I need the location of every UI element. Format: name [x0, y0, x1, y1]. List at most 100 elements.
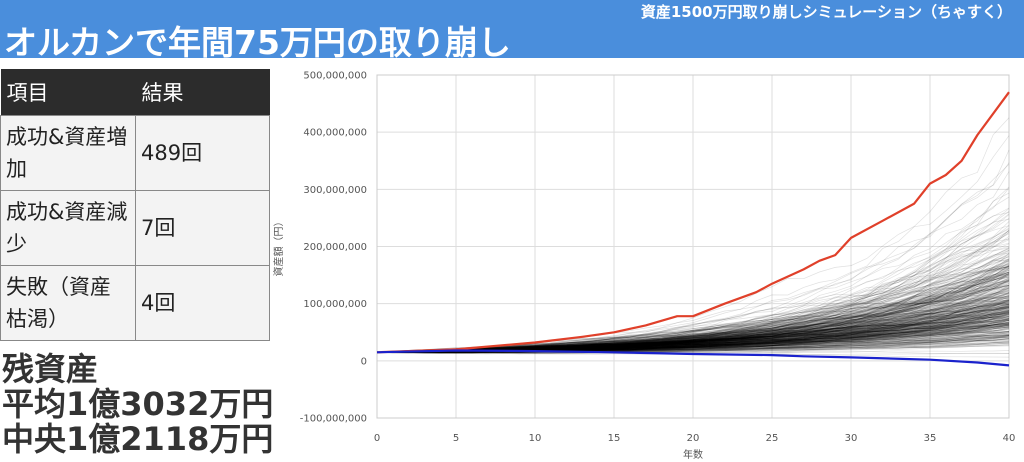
row-value-failure: 4回	[135, 265, 270, 341]
simulation-path	[377, 283, 1010, 353]
simulation-path	[376, 271, 1010, 353]
simulation-path	[376, 257, 1010, 353]
simulation-chart: -100,000,000 0 100,000,000 200,000,000 300,0…	[272, 71, 1015, 462]
y-tick-label: 400,000,000	[303, 128, 367, 139]
simulation-path	[377, 311, 1010, 353]
simulation-path	[376, 342, 1010, 354]
simulation-path	[376, 255, 1010, 353]
simulation-path	[376, 321, 1010, 354]
simulation-path	[376, 335, 1010, 354]
simulation-path	[376, 338, 1010, 353]
simulation-path	[376, 304, 1010, 353]
simulation-path	[376, 325, 1010, 353]
simulation-path	[376, 232, 1010, 353]
simulation-path	[376, 334, 1010, 353]
simulation-path	[376, 259, 1010, 353]
simulation-path	[377, 272, 1010, 353]
simulation-path	[376, 327, 1010, 354]
simulation-path	[376, 233, 1010, 353]
simulation-path	[376, 342, 1010, 354]
simulation-path	[376, 305, 1010, 353]
simulation-path	[376, 340, 1010, 354]
simulation-path	[376, 212, 1010, 353]
simulation-path	[376, 255, 1010, 353]
simulation-path	[376, 276, 1010, 353]
simulation-path	[376, 264, 1010, 353]
x-tick-label: 0	[374, 433, 380, 444]
row-value-success-decrease: 7回	[135, 190, 270, 266]
simulation-path	[376, 301, 1010, 353]
row-label-success-decrease: 成功&資産減少	[0, 190, 136, 266]
table-header-item: 項目	[0, 69, 136, 116]
remaining-assets-summary: 残資産 平均1億3032万円 中央1億2118万円	[2, 352, 273, 457]
simulation-path	[376, 280, 1010, 353]
simulation-path	[376, 273, 1010, 353]
simulation-path	[377, 117, 1010, 353]
simulation-path	[376, 312, 1010, 354]
simulation-path	[376, 186, 1010, 353]
table-row: 失敗（資産枯渇） 4回	[0, 265, 270, 341]
simulation-path	[376, 350, 1010, 354]
simulation-path	[376, 263, 1010, 353]
simulation-path	[376, 230, 1010, 353]
plot-border	[376, 74, 1010, 419]
simulation-path	[376, 313, 1010, 353]
simulation-path	[376, 259, 1010, 353]
simulation-path	[376, 265, 1010, 353]
simulation-path	[376, 250, 1010, 353]
simulation-path	[376, 292, 1010, 353]
simulation-path	[376, 339, 1009, 354]
simulation-path	[376, 337, 1010, 353]
simulation-path	[376, 287, 1010, 354]
simulation-path	[376, 332, 1010, 353]
chart-grid	[376, 74, 1010, 419]
simulation-path	[376, 304, 1010, 353]
simulation-path	[376, 273, 1010, 353]
simulation-path	[376, 306, 1010, 353]
simulation-path	[376, 271, 1010, 353]
simulation-path	[376, 342, 1010, 354]
simulation-path	[376, 248, 1010, 353]
simulation-path	[376, 336, 1010, 353]
simulation-path	[376, 243, 1010, 353]
x-tick-label: 25	[766, 433, 779, 444]
simulation-path	[376, 309, 1010, 353]
simulation-path	[376, 298, 1010, 353]
simulation-path	[376, 309, 1010, 354]
simulation-path	[377, 325, 1010, 353]
simulation-path	[376, 225, 1010, 353]
highlight-series	[376, 91, 1010, 367]
simulation-path	[376, 273, 1010, 353]
simulation-path	[376, 283, 1010, 353]
simulation-path	[376, 267, 1010, 353]
simulation-path	[376, 340, 1010, 355]
y-axis-label: 資産額（円）	[272, 217, 285, 277]
x-tick-label: 15	[608, 433, 621, 444]
simulation-path	[376, 313, 1010, 354]
simulation-path	[376, 284, 1010, 353]
simulation-path	[376, 339, 1010, 354]
simulation-path	[376, 286, 1010, 353]
simulation-path	[376, 336, 1010, 353]
simulation-path	[376, 338, 1010, 353]
simulation-path	[376, 299, 1010, 353]
simulation-path	[376, 306, 1010, 353]
simulation-path	[376, 306, 1010, 353]
simulation-path	[376, 316, 1010, 354]
simulation-path	[376, 265, 1010, 353]
simulation-path	[376, 258, 1010, 353]
simulation-path	[376, 345, 1010, 354]
simulation-path	[376, 335, 1010, 353]
simulation-path	[376, 292, 1010, 353]
header-banner: 資産1500万円取り崩しシミュレーション（ちゃすく） オルカンで年間75万円の取…	[0, 0, 1024, 62]
simulation-path	[376, 341, 1010, 354]
simulation-path	[376, 319, 1010, 353]
simulation-path	[376, 324, 1010, 353]
simulation-path	[376, 334, 1010, 354]
simulation-path	[377, 345, 1010, 354]
simulation-path	[376, 249, 1010, 353]
simulation-path	[376, 247, 1010, 353]
y-tick-label: 200,000,000	[303, 242, 367, 253]
simulation-path	[376, 331, 1010, 354]
simulation-path	[376, 268, 1010, 353]
